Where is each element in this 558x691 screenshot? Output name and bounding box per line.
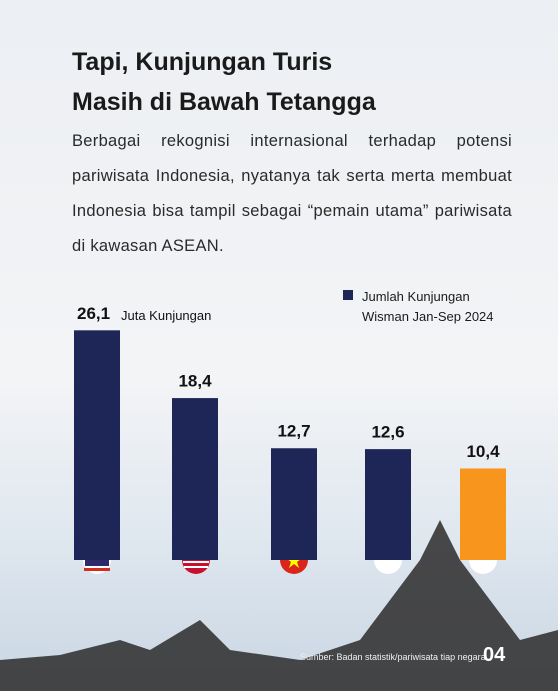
value-label: 26,1 — [77, 304, 110, 323]
bar — [271, 448, 317, 560]
value-label: 12,6 — [371, 423, 404, 442]
bar — [74, 330, 120, 560]
temple-silhouette — [0, 520, 558, 691]
page-number: 04 — [483, 644, 506, 666]
bar — [365, 449, 411, 560]
bar — [460, 468, 506, 560]
title-line: Masih di Bawah Tetangga — [72, 88, 376, 116]
source: Sumber: Badan statistik/pariwisata tiap … — [300, 652, 486, 662]
value-label: 18,4 — [178, 372, 212, 391]
bar — [172, 398, 218, 560]
subtitle: Berbagai rekognisi internasional terhada… — [72, 132, 512, 255]
legend-label: Jumlah Kunjungan Wisman Jan-Sep 2024 — [362, 289, 494, 324]
legend-swatch — [343, 290, 353, 300]
unit-label: Juta Kunjungan — [121, 308, 211, 323]
value-label: 12,7 — [277, 422, 310, 441]
value-label: 10,4 — [466, 442, 500, 461]
title-line: Tapi, Kunjungan Turis — [72, 48, 333, 76]
